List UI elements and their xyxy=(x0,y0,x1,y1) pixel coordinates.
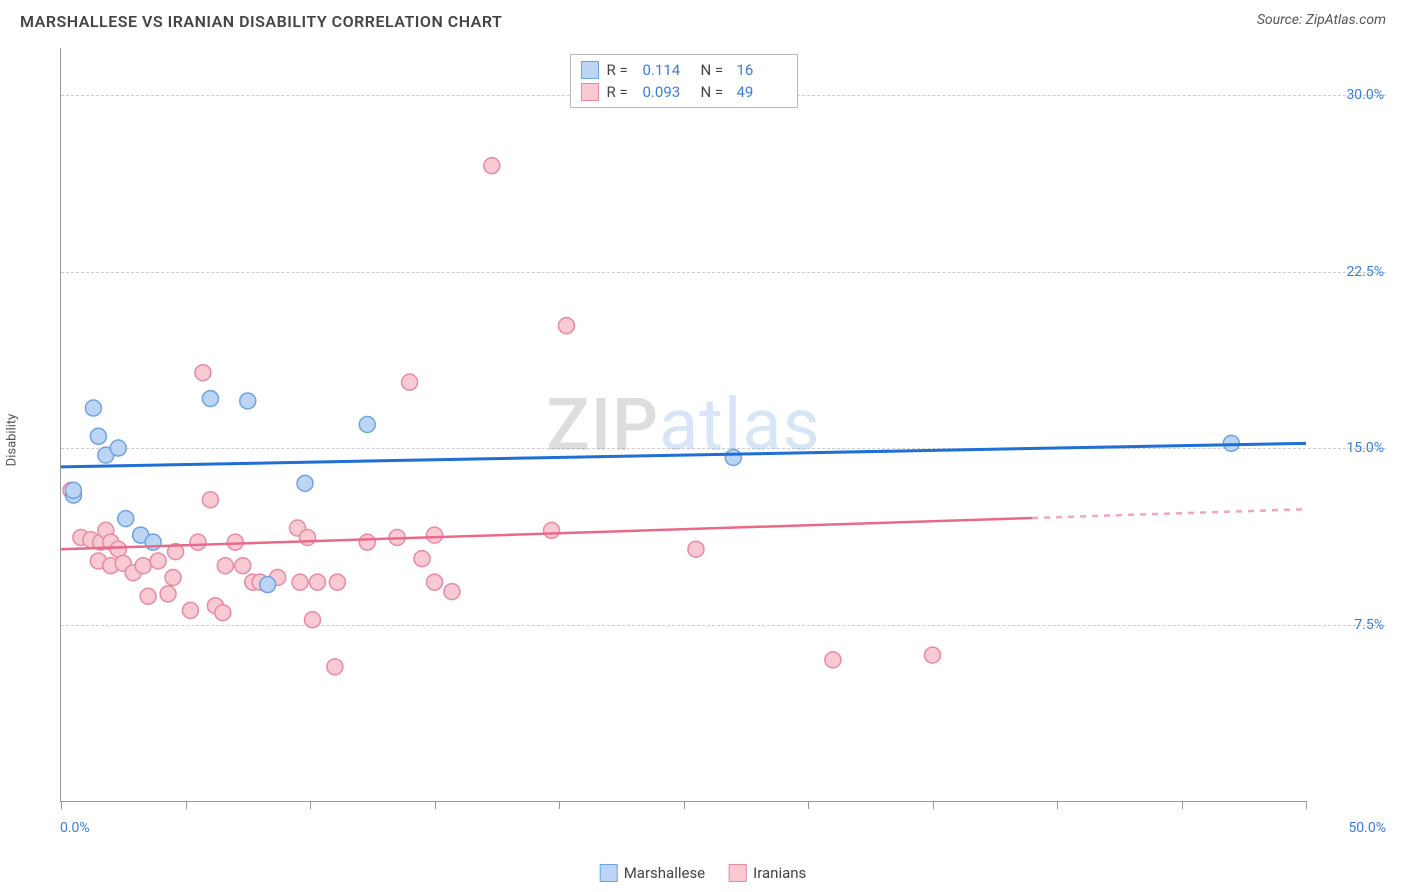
series-legend: Marshallese Iranians xyxy=(600,864,807,882)
data-point xyxy=(327,659,343,675)
x-tick xyxy=(1306,801,1307,809)
data-point xyxy=(240,393,256,409)
data-point xyxy=(182,602,198,618)
data-point xyxy=(292,574,308,590)
data-point xyxy=(227,534,243,550)
data-point xyxy=(304,612,320,628)
data-point xyxy=(414,551,430,567)
data-point xyxy=(544,522,560,538)
data-point xyxy=(135,558,151,574)
trend-line xyxy=(61,443,1306,467)
data-point xyxy=(160,586,176,602)
legend-swatch-marshallese xyxy=(600,864,618,882)
data-point xyxy=(309,574,325,590)
y-axis-label: Disability xyxy=(5,414,20,467)
y-tick-label: 30.0% xyxy=(1314,87,1384,103)
data-point xyxy=(85,400,101,416)
data-point xyxy=(165,569,181,585)
data-point xyxy=(444,584,460,600)
data-point xyxy=(235,558,251,574)
chart-source: Source: ZipAtlas.com xyxy=(1257,12,1386,28)
data-point xyxy=(725,449,741,465)
x-tick xyxy=(808,801,809,809)
x-tick xyxy=(61,801,62,809)
x-tick xyxy=(684,801,685,809)
r-value-marshallese: 0.114 xyxy=(643,61,693,79)
x-tick xyxy=(310,801,311,809)
x-tick xyxy=(435,801,436,809)
data-point xyxy=(359,534,375,550)
data-point xyxy=(195,365,211,381)
x-tick xyxy=(559,801,560,809)
chart-title: MARSHALLESE VS IRANIAN DISABILITY CORREL… xyxy=(20,12,502,31)
data-point xyxy=(145,534,161,550)
legend-label-marshallese: Marshallese xyxy=(624,864,705,882)
data-point xyxy=(825,652,841,668)
data-point xyxy=(688,541,704,557)
n-value-marshallese: 16 xyxy=(737,61,787,79)
legend-label-iranians: Iranians xyxy=(753,864,806,882)
x-tick xyxy=(186,801,187,809)
data-point xyxy=(140,588,156,604)
stats-legend: R = 0.114 N = 16 R = 0.093 N = 49 xyxy=(570,54,798,108)
data-point xyxy=(90,428,106,444)
plot-region: ZIPatlas R = 0.114 N = 16 R = 0.093 N = … xyxy=(60,48,1306,802)
data-point xyxy=(65,482,81,498)
y-tick-label: 15.0% xyxy=(1314,440,1384,456)
x-axis-max-label: 50.0% xyxy=(1348,820,1386,836)
trend-line-dashed xyxy=(1032,509,1306,518)
data-point xyxy=(297,475,313,491)
legend-swatch-iranians xyxy=(729,864,747,882)
chart-area: Disability ZIPatlas R = 0.114 N = 16 R =… xyxy=(20,48,1386,832)
legend-item-marshallese: Marshallese xyxy=(600,864,705,882)
x-tick xyxy=(1182,801,1183,809)
stats-row-marshallese: R = 0.114 N = 16 xyxy=(581,59,787,81)
x-axis-min-label: 0.0% xyxy=(60,820,90,836)
stats-row-iranians: R = 0.093 N = 49 xyxy=(581,81,787,103)
x-tick xyxy=(1057,801,1058,809)
r-value-iranians: 0.093 xyxy=(643,83,693,101)
data-point xyxy=(359,417,375,433)
plot-svg xyxy=(61,48,1306,801)
legend-item-iranians: Iranians xyxy=(729,864,806,882)
y-tick-label: 22.5% xyxy=(1314,264,1384,280)
n-value-iranians: 49 xyxy=(737,83,787,101)
data-point xyxy=(427,574,443,590)
x-tick xyxy=(933,801,934,809)
data-point xyxy=(300,529,316,545)
data-point xyxy=(215,605,231,621)
data-point xyxy=(558,318,574,334)
data-point xyxy=(329,574,345,590)
data-point xyxy=(150,553,166,569)
swatch-marshallese xyxy=(581,61,599,79)
swatch-iranians xyxy=(581,83,599,101)
data-point xyxy=(260,577,276,593)
data-point xyxy=(427,527,443,543)
data-point xyxy=(402,374,418,390)
trend-line xyxy=(61,518,1032,549)
y-tick-label: 7.5% xyxy=(1314,617,1384,633)
data-point xyxy=(110,440,126,456)
data-point xyxy=(484,158,500,174)
data-point xyxy=(118,511,134,527)
data-point xyxy=(202,492,218,508)
data-point xyxy=(925,647,941,663)
data-point xyxy=(217,558,233,574)
data-point xyxy=(202,391,218,407)
chart-header: MARSHALLESE VS IRANIAN DISABILITY CORREL… xyxy=(0,0,1406,39)
data-point xyxy=(190,534,206,550)
